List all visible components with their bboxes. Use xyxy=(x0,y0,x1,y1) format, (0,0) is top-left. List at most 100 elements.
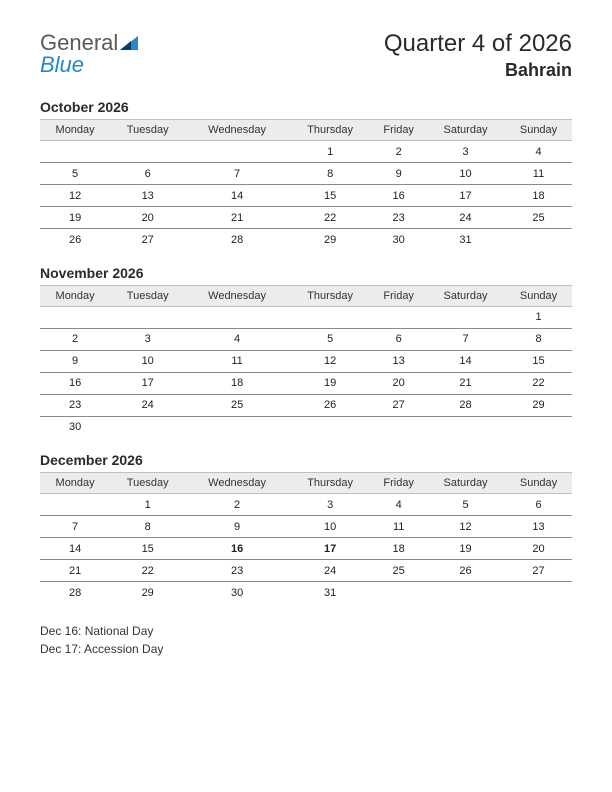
weekday-header: Thursday xyxy=(289,120,371,141)
calendar-cell: 19 xyxy=(40,207,110,229)
calendar-cell: 7 xyxy=(185,163,289,185)
calendar-cell: 27 xyxy=(371,394,426,416)
calendar-cell: 11 xyxy=(185,350,289,372)
calendar-cell: 30 xyxy=(185,582,289,604)
calendar-cell: 24 xyxy=(426,207,505,229)
calendar-cell: 4 xyxy=(185,328,289,350)
calendar-cell: 9 xyxy=(371,163,426,185)
weekday-header: Monday xyxy=(40,120,110,141)
calendar-cell xyxy=(505,582,572,604)
calendar-cell: 22 xyxy=(289,207,371,229)
weekday-header: Wednesday xyxy=(185,285,289,306)
weekday-header: Thursday xyxy=(289,285,371,306)
title-block: Quarter 4 of 2026 Bahrain xyxy=(384,30,572,81)
calendar-cell: 28 xyxy=(426,394,505,416)
calendar-cell xyxy=(40,494,110,516)
calendar-cell: 1 xyxy=(289,141,371,163)
calendar-cell: 17 xyxy=(110,372,185,394)
calendar-cell: 11 xyxy=(505,163,572,185)
calendar-cell: 25 xyxy=(505,207,572,229)
calendar-cell xyxy=(426,416,505,438)
calendar-cell xyxy=(110,141,185,163)
calendar-cell: 5 xyxy=(40,163,110,185)
calendar-cell: 5 xyxy=(289,328,371,350)
calendar-cell: 7 xyxy=(426,328,505,350)
calendar-cell xyxy=(505,229,572,251)
calendar-cell: 29 xyxy=(289,229,371,251)
weekday-header: Tuesday xyxy=(110,285,185,306)
calendar-cell xyxy=(371,582,426,604)
calendar-cell: 27 xyxy=(110,229,185,251)
calendar-cell: 8 xyxy=(505,328,572,350)
weekday-header: Sunday xyxy=(505,120,572,141)
calendar-cell: 12 xyxy=(40,185,110,207)
calendar-cell: 6 xyxy=(371,328,426,350)
calendar-cell: 21 xyxy=(185,207,289,229)
calendar-cell xyxy=(426,582,505,604)
calendar-cell: 8 xyxy=(110,516,185,538)
calendar-cell: 22 xyxy=(505,372,572,394)
calendar-cell: 2 xyxy=(185,494,289,516)
holiday-entry: Dec 16: National Day xyxy=(40,622,572,640)
calendar-cell: 10 xyxy=(110,350,185,372)
header: General Quarter 4 of 2026 Bahrain xyxy=(40,30,572,81)
weekday-header: Saturday xyxy=(426,120,505,141)
weekday-header: Thursday xyxy=(289,473,371,494)
quarter-title: Quarter 4 of 2026 xyxy=(384,30,572,58)
month-name: December 2026 xyxy=(40,452,572,468)
calendar-cell: 5 xyxy=(426,494,505,516)
month-block: October 2026MondayTuesdayWednesdayThursd… xyxy=(40,99,572,251)
calendar-cell: 4 xyxy=(371,494,426,516)
weekday-header: Friday xyxy=(371,285,426,306)
calendar-cell: 31 xyxy=(289,582,371,604)
calendar-cell: 3 xyxy=(110,328,185,350)
calendar-cell: 18 xyxy=(185,372,289,394)
calendar-cell: 29 xyxy=(110,582,185,604)
calendar-cell: 3 xyxy=(426,141,505,163)
weekday-header: Wednesday xyxy=(185,473,289,494)
calendar-cell: 18 xyxy=(371,538,426,560)
calendar-cell xyxy=(40,306,110,328)
calendar-cell: 14 xyxy=(426,350,505,372)
calendar-cell: 27 xyxy=(505,560,572,582)
calendar-cell: 28 xyxy=(40,582,110,604)
calendar-cell: 19 xyxy=(426,538,505,560)
calendar-cell: 12 xyxy=(426,516,505,538)
calendar-cell: 3 xyxy=(289,494,371,516)
calendar-cell: 13 xyxy=(110,185,185,207)
calendar-cell: 24 xyxy=(289,560,371,582)
calendar-cell: 25 xyxy=(185,394,289,416)
weekday-header: Monday xyxy=(40,473,110,494)
weekday-header: Friday xyxy=(371,473,426,494)
calendar-cell: 16 xyxy=(371,185,426,207)
calendar-cell xyxy=(40,141,110,163)
holidays-list: Dec 16: National Day Dec 17: Accession D… xyxy=(40,622,572,658)
calendar-cell: 21 xyxy=(426,372,505,394)
calendar-cell xyxy=(185,141,289,163)
calendar-cell: 24 xyxy=(110,394,185,416)
weekday-header: Tuesday xyxy=(110,120,185,141)
month-block: November 2026MondayTuesdayWednesdayThurs… xyxy=(40,265,572,439)
weekday-header: Friday xyxy=(371,120,426,141)
calendar-cell: 9 xyxy=(185,516,289,538)
calendar-cell: 31 xyxy=(426,229,505,251)
calendar-cell: 22 xyxy=(110,560,185,582)
calendar-cell: 23 xyxy=(40,394,110,416)
month-name: October 2026 xyxy=(40,99,572,115)
weekday-header: Monday xyxy=(40,285,110,306)
calendar-cell: 2 xyxy=(371,141,426,163)
calendar-cell: 14 xyxy=(185,185,289,207)
calendar-cell: 20 xyxy=(110,207,185,229)
calendar-cell: 10 xyxy=(426,163,505,185)
calendar-cell: 11 xyxy=(371,516,426,538)
calendar-cell xyxy=(371,306,426,328)
calendar-cell: 15 xyxy=(289,185,371,207)
calendar-cell: 9 xyxy=(40,350,110,372)
weekday-header: Saturday xyxy=(426,473,505,494)
calendar-cell xyxy=(371,416,426,438)
calendar-cell: 23 xyxy=(371,207,426,229)
calendar-cell: 6 xyxy=(505,494,572,516)
calendar-cell: 4 xyxy=(505,141,572,163)
calendar-cell: 19 xyxy=(289,372,371,394)
calendar-cell: 16 xyxy=(40,372,110,394)
